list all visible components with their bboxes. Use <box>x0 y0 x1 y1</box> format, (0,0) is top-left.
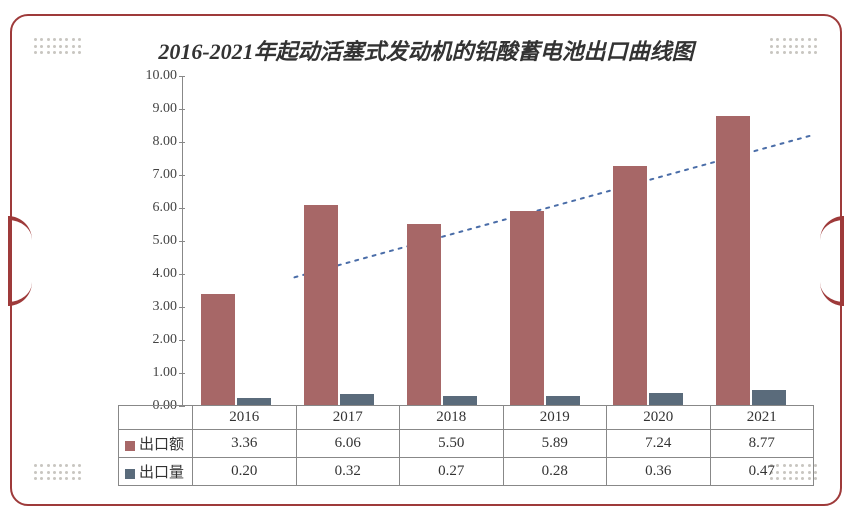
bar-出口额 <box>510 211 544 405</box>
cell: 5.89 <box>503 430 607 458</box>
cell: 0.27 <box>400 458 504 486</box>
cell: 3.36 <box>193 430 297 458</box>
row-label: 出口量 <box>139 465 184 481</box>
cell: 0.36 <box>607 458 711 486</box>
table-row: 出口量 0.20 0.32 0.27 0.28 0.36 0.47 <box>119 458 814 486</box>
y-tick-label: 3.00 <box>122 299 177 315</box>
bar-出口量 <box>649 393 683 405</box>
y-tick-label: 7.00 <box>122 167 177 183</box>
col-header: 2020 <box>607 406 711 430</box>
y-tick-label: 4.00 <box>122 266 177 282</box>
plot-region: 0.001.002.003.004.005.006.007.008.009.00… <box>122 76 812 416</box>
bar-出口量 <box>546 396 580 405</box>
side-decoration <box>8 216 32 306</box>
table-corner <box>119 406 193 430</box>
cell: 0.32 <box>296 458 400 486</box>
cell: 0.28 <box>503 458 607 486</box>
bar-出口额 <box>304 205 338 405</box>
row-header: 出口量 <box>119 458 193 486</box>
y-tick-label: 1.00 <box>122 365 177 381</box>
y-tick-label: 6.00 <box>122 200 177 216</box>
y-tick-label: 5.00 <box>122 233 177 249</box>
chart-frame: 2016-2021年起动活塞式发动机的铅酸蓄电池出口曲线图 0.001.002.… <box>10 14 842 506</box>
cell: 8.77 <box>710 430 814 458</box>
bar-出口额 <box>407 224 441 406</box>
bar-出口量 <box>340 394 374 405</box>
bar-出口额 <box>716 116 750 405</box>
side-decoration <box>820 216 844 306</box>
y-tick-label: 9.00 <box>122 101 177 117</box>
cell: 7.24 <box>607 430 711 458</box>
corner-decoration <box>34 464 82 482</box>
col-header: 2018 <box>400 406 504 430</box>
cell: 0.47 <box>710 458 814 486</box>
col-header: 2017 <box>296 406 400 430</box>
y-tick-label: 2.00 <box>122 332 177 348</box>
col-header: 2016 <box>193 406 297 430</box>
row-label: 出口额 <box>139 437 184 453</box>
bar-出口量 <box>443 396 477 405</box>
bar-出口额 <box>613 166 647 405</box>
table-row: 2016 2017 2018 2019 2020 2021 <box>119 406 814 430</box>
legend-swatch <box>125 469 135 479</box>
cell: 6.06 <box>296 430 400 458</box>
bar-出口额 <box>201 294 235 405</box>
table-row: 出口额 3.36 6.06 5.50 5.89 7.24 8.77 <box>119 430 814 458</box>
chart-title: 2016-2021年起动活塞式发动机的铅酸蓄电池出口曲线图 <box>12 34 840 66</box>
bar-出口量 <box>237 398 271 405</box>
row-header: 出口额 <box>119 430 193 458</box>
y-tick-label: 8.00 <box>122 134 177 150</box>
plot-area <box>182 76 802 406</box>
col-header: 2019 <box>503 406 607 430</box>
data-table: 2016 2017 2018 2019 2020 2021 出口额 3.36 6… <box>118 405 814 486</box>
y-tick-label: 10.00 <box>122 68 177 84</box>
legend-swatch <box>125 441 135 451</box>
col-header: 2021 <box>710 406 814 430</box>
bar-出口量 <box>752 390 786 406</box>
cell: 5.50 <box>400 430 504 458</box>
cell: 0.20 <box>193 458 297 486</box>
